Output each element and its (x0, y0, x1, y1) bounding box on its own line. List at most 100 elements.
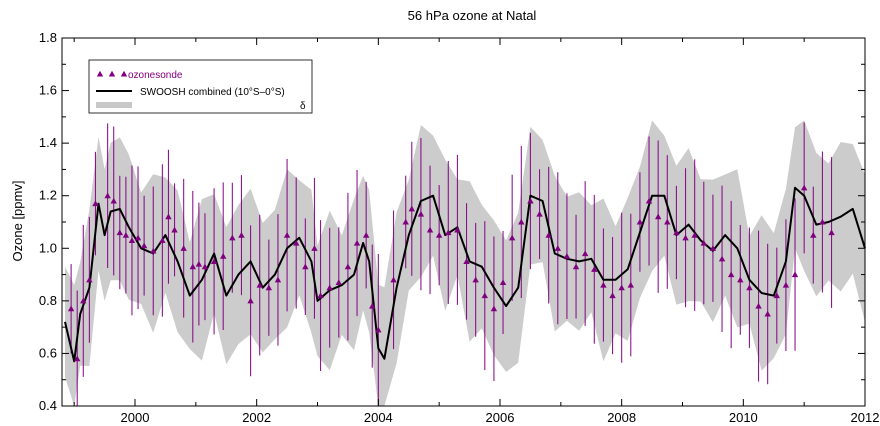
sonde-point (104, 192, 111, 199)
sonde-point (180, 245, 187, 251)
sonde-point (636, 218, 644, 225)
sonde-point (229, 234, 236, 241)
sonde-point (201, 263, 209, 270)
sonde-point (791, 271, 799, 278)
sonde-point (353, 239, 361, 246)
sonde-point (481, 292, 488, 299)
legend-ozonesonde-marker (96, 70, 128, 77)
sonde-point (508, 234, 516, 241)
sonde-point (445, 229, 452, 236)
sonde-point (746, 284, 753, 291)
sonde-point (150, 247, 157, 254)
sonde-point (159, 237, 166, 243)
sonde-point (220, 252, 227, 259)
sonde-point (390, 276, 397, 283)
x-tick-label: 2000 (121, 410, 150, 425)
sonde-point (80, 297, 87, 304)
sonde-point (737, 276, 744, 283)
sonde-point (344, 263, 352, 270)
chart-title: 56 hPa ozone at Natal (408, 8, 537, 23)
sonde-point (311, 245, 318, 251)
x-tick-label: 2004 (364, 410, 393, 425)
sonde-point (463, 258, 470, 264)
sonde-point (92, 200, 99, 207)
y-tick-label: 0.6 (39, 345, 57, 360)
x-tick-label: 2006 (486, 410, 515, 425)
legend-band-swatch (96, 102, 132, 108)
sonde-point (122, 231, 130, 238)
sonde-point (518, 218, 525, 225)
sonde-point (563, 252, 571, 259)
sonde-point (800, 184, 808, 191)
sonde-point (274, 276, 282, 283)
sonde-point (454, 226, 461, 233)
sonde-point (335, 279, 342, 286)
sonde-point (718, 255, 726, 262)
y-axis-label: Ozone [ppmv] (10, 181, 25, 262)
sonde-point (572, 263, 580, 270)
sonde-point (554, 245, 561, 251)
sonde-point (302, 263, 309, 270)
sonde-point (773, 292, 780, 299)
sonde-point (810, 231, 817, 238)
sonde-point (171, 226, 178, 233)
sonde-point (256, 281, 263, 288)
sonde-point (140, 242, 148, 249)
legend: ozonesonde SWOOSH combined (10°S–0°S) δ (88, 59, 313, 114)
sonde-point (581, 250, 589, 257)
sonde-point (238, 231, 245, 238)
sonde-point (618, 284, 625, 291)
sonde-point (591, 266, 598, 272)
sonde-point (210, 258, 218, 264)
legend-band-label: δ (300, 101, 306, 112)
y-tick-label: 0.4 (39, 398, 57, 413)
sonde-point (265, 284, 273, 291)
sonde-point (782, 281, 790, 288)
axis-layer: 2000 2002 2004 2006 2008 2010 2012 0.4 0.6 0.8 1.0… (39, 30, 880, 425)
y-tick-label: 1.4 (39, 135, 57, 150)
sonde-point (74, 355, 81, 362)
sonde-point (110, 197, 117, 204)
sonde-point (499, 279, 507, 286)
y-tick-label: 1.0 (39, 240, 57, 255)
sonde-point (527, 197, 534, 204)
sonde-point (317, 292, 324, 299)
sonde-point (326, 284, 333, 291)
sonde-point (536, 210, 543, 217)
sonde-point (293, 239, 300, 246)
sonde-point (362, 231, 370, 238)
legend-triangle (120, 70, 128, 77)
sonde-point (247, 297, 254, 304)
sonde-marker-layer (67, 184, 835, 362)
sonde-point (67, 305, 75, 312)
y-tick-label: 1.2 (39, 188, 57, 203)
sonde-point (402, 218, 409, 225)
sonde-point (426, 226, 434, 233)
sonde-point (165, 213, 172, 220)
sonde-point (654, 213, 662, 220)
legend-swoosh-label: SWOOSH combined (10°S–0°S) (140, 87, 285, 98)
y-tick-label: 1.8 (39, 30, 57, 45)
sonde-point (490, 305, 498, 312)
sonde-point (755, 302, 762, 309)
sonde-point (600, 281, 607, 288)
sonde-point (417, 210, 425, 217)
legend-ozonesonde-label: ozonesonde (128, 70, 183, 81)
legend-triangle (96, 70, 104, 77)
sonde-point (375, 326, 382, 333)
sonde-point (134, 234, 142, 241)
legend-triangle (108, 70, 116, 77)
x-tick-label: 2010 (729, 410, 758, 425)
sonde-point (472, 276, 479, 283)
sonde-point (627, 281, 634, 288)
sonde-point (189, 263, 196, 270)
x-tick-label: 2002 (242, 410, 271, 425)
sonde-point (408, 205, 415, 212)
sonde-point (545, 231, 552, 238)
sonde-point (645, 197, 653, 204)
sonde-point (691, 231, 698, 238)
sonde-point (664, 218, 671, 225)
sonde-point (764, 310, 771, 317)
sonde-point (682, 234, 689, 241)
sonde-point (727, 271, 735, 278)
